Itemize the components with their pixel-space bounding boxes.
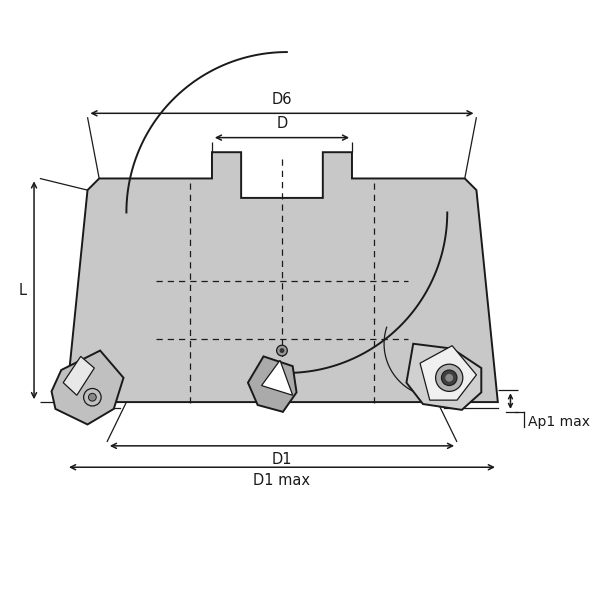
Text: D1: D1 <box>272 452 292 467</box>
Circle shape <box>436 364 463 391</box>
Circle shape <box>445 374 453 382</box>
Text: D1 max: D1 max <box>253 473 310 488</box>
Circle shape <box>88 394 96 401</box>
Polygon shape <box>52 350 124 424</box>
Polygon shape <box>420 346 476 400</box>
Polygon shape <box>63 356 94 395</box>
Polygon shape <box>248 356 296 412</box>
Text: D: D <box>277 116 287 131</box>
Circle shape <box>280 348 284 353</box>
Circle shape <box>442 370 457 386</box>
Circle shape <box>277 345 287 356</box>
Text: Ap1 max: Ap1 max <box>528 415 590 428</box>
Text: D6: D6 <box>272 92 292 107</box>
Polygon shape <box>406 344 481 410</box>
Text: L: L <box>18 283 26 298</box>
Polygon shape <box>66 152 498 402</box>
Polygon shape <box>262 360 293 395</box>
